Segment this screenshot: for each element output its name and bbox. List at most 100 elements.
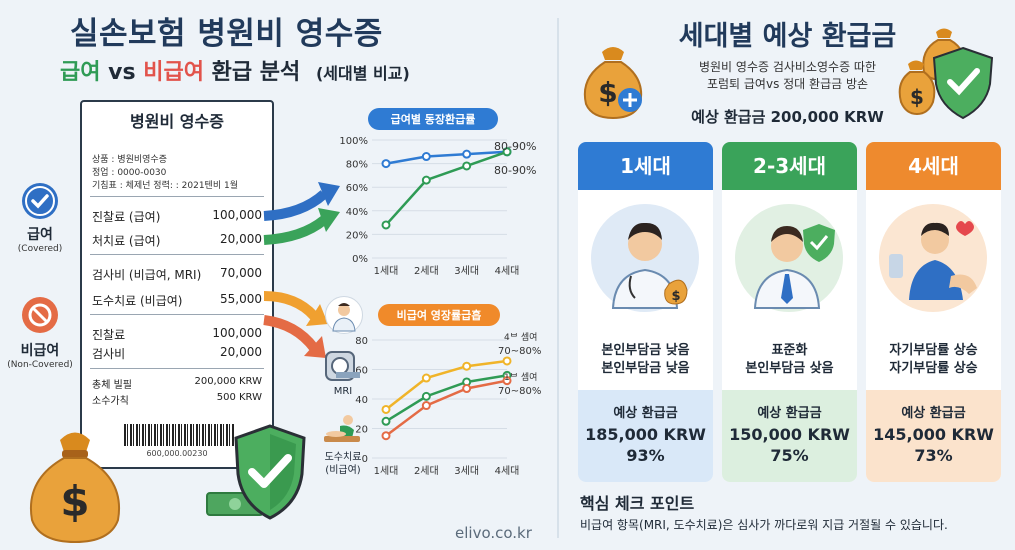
receipt-divider xyxy=(90,254,264,255)
receipt-row: 도수치료 (비급여) 55,000 xyxy=(92,292,262,308)
receipt-row: 총체 빌필 200,000 KRW xyxy=(92,376,262,391)
generation-card-2-3: 2-3세대 표준화 본인부담금 샂음 예상 환급금 150,000 KRW 75% xyxy=(722,142,857,482)
y-tick-label: 20 xyxy=(355,425,368,436)
data-point xyxy=(462,161,472,171)
right-title: 세대별 예상 환급금 xyxy=(678,21,897,52)
covered-chart-title: 급여별 동장환급률 xyxy=(368,108,498,130)
shield-check-icon xyxy=(230,422,310,526)
right-subtitle-line1: 병원비 영수증 검사비소영수증 따한 xyxy=(698,60,877,74)
doctor-shield-portrait-icon xyxy=(735,204,843,312)
data-point xyxy=(421,152,431,162)
key-point-title: 핵심 체크 포인트 xyxy=(580,494,695,513)
card-description: 표준화 본인부담금 샂음 xyxy=(745,343,834,376)
chart-annotation: 4ᄇ 셈여 xyxy=(504,332,537,343)
estimated-refund-total: 예상 환급금 200,000 KRW xyxy=(691,108,884,126)
receipt-title: 병원비 영수증 xyxy=(130,112,224,131)
card-description: 본인부담금 낮음 본인부담금 낮음 xyxy=(601,343,690,376)
money-bags-shield-icon: $ xyxy=(898,22,998,126)
noncovered-label: 비급여 xyxy=(20,343,60,359)
receipt-row: 검사비 20,000 xyxy=(92,345,262,361)
card-refund-amount: 145,000 KRW xyxy=(873,425,994,444)
center-divider xyxy=(557,18,559,538)
noncovered-sublabel: (Non-Covered) xyxy=(7,360,73,370)
data-point xyxy=(381,404,391,414)
receipt-meta-line: 기침표 : 체제넌 정력: : 2021텐비 1월 xyxy=(92,181,238,191)
svg-text:$: $ xyxy=(671,289,680,304)
covered-refund-line-chart: 0% 20% 40% 60% 80% 100% 1세대 2세대 3세대 4세대 80-90% 80-9… xyxy=(339,136,536,277)
data-point xyxy=(421,373,431,383)
generation-card-1: 1세대 $ 본인부담금 낮음 본인부담금 낮음 예상 환급금 185,000 KR… xyxy=(578,142,713,482)
data-point xyxy=(381,431,391,441)
receipt-row: 소수가칙 500 KRW xyxy=(92,392,262,407)
chart-annotation: 70~80% xyxy=(498,386,541,397)
card-refund-label: 예상 환급금 xyxy=(613,406,678,421)
series-line xyxy=(385,150,508,165)
covered-sublabel: (Covered) xyxy=(17,244,63,254)
card-refund-label: 예상 환급금 xyxy=(901,406,966,421)
data-point xyxy=(381,416,391,426)
mri-label: MRI xyxy=(333,386,353,397)
y-tick-label: 0 xyxy=(362,454,368,465)
data-point xyxy=(462,149,472,159)
arrow-to-covered-chart xyxy=(263,182,340,245)
x-tick-label: 2세대 xyxy=(414,265,439,277)
data-point xyxy=(502,147,512,157)
card-head: 1세대 xyxy=(578,142,713,190)
generation-card-4: 4세대 자기부담률 상승 자기부담률 상승 예상 환급금 145,000 KRW … xyxy=(866,142,1001,482)
receipt-row: 진찰료 100,000 xyxy=(92,326,262,342)
footer-domain[interactable]: elivo.co.kr xyxy=(455,524,532,542)
y-tick-label: 60% xyxy=(346,183,368,194)
barcode-number: 600,000.00230 xyxy=(146,449,208,458)
card-footer: 예상 환급금 185,000 KRW 93% xyxy=(578,390,713,482)
receipt-divider xyxy=(90,196,264,197)
data-point xyxy=(421,391,431,401)
card-refund-label: 예상 환급금 xyxy=(757,406,822,421)
noncovered-refund-line-chart: 0 20 40 60 80 1세대 2세대 3세대 4세대 4ᄇ 셈여 70~80% 1ᄇ 셈여 70~… xyxy=(355,332,541,477)
x-tick-label: 4세대 xyxy=(495,465,520,477)
receipt-meta-line: 정업 : 0000-0030 xyxy=(92,168,167,178)
card-refund-amount: 185,000 KRW xyxy=(585,425,706,444)
y-tick-label: 40 xyxy=(355,395,368,406)
y-tick-label: 100% xyxy=(339,136,368,147)
noncovered-chart-title: 비급여 영장률급흡 xyxy=(378,304,500,326)
receipt: 병원비 영수증 상품 : 병원비영수증 정업 : 0000-0030 기침표 :… xyxy=(80,100,274,469)
receipt-row: 진찰료 (급여) 100,000 xyxy=(92,208,262,224)
page-subtitle: 급여 vs 비급여 환급 분석 (세대별 비교) xyxy=(60,54,410,86)
covered-check-icon xyxy=(22,183,58,219)
receipt-row: 처치료 (급여) 20,000 xyxy=(92,232,262,248)
manual-therapy-sublabel: (비급여) xyxy=(325,465,361,476)
x-tick-label: 2세대 xyxy=(414,465,439,477)
subtitle-noncovered: 비급여 xyxy=(143,60,204,85)
data-point xyxy=(502,356,512,366)
money-bag-plus-icon: $ xyxy=(578,40,648,124)
x-tick-label: 3세대 xyxy=(454,265,479,277)
data-point xyxy=(462,361,472,371)
series-line xyxy=(385,374,508,423)
manual-therapy-icon xyxy=(322,412,362,450)
doctor-icon xyxy=(325,296,363,334)
barcode xyxy=(124,424,234,446)
y-tick-label: 20% xyxy=(346,230,368,241)
series-line xyxy=(385,359,508,411)
x-tick-label: 1세대 xyxy=(374,465,399,477)
svg-text:$: $ xyxy=(598,76,617,109)
chart-annotation: 80-90% xyxy=(494,140,536,153)
y-tick-label: 80 xyxy=(355,336,368,347)
chart-annotation: 1ᄇ 셈여 xyxy=(504,371,537,383)
chart-annotation: 70~80% xyxy=(498,346,541,357)
receipt-meta-line: 상품 : 병원비영수증 xyxy=(92,155,167,165)
money-bag-icon: $ xyxy=(20,420,130,549)
series-line xyxy=(385,150,508,226)
card-head: 2-3세대 xyxy=(722,142,857,190)
data-point xyxy=(381,220,391,230)
receipt-divider xyxy=(90,368,264,369)
series-line xyxy=(385,379,508,437)
card-description: 자기부담률 상승 자기부담률 상승 xyxy=(889,343,978,376)
subtitle-covered: 급여 xyxy=(60,60,101,85)
card-refund-percent: 73% xyxy=(914,446,953,465)
y-tick-label: 40% xyxy=(346,207,368,218)
page-title: 실손보험 병원비 영수증 xyxy=(70,16,383,52)
receipt-row: 검사비 (비급여, MRI) 70,000 xyxy=(92,266,262,282)
subtitle-small: (세대별 비교) xyxy=(315,64,410,83)
subtitle-vs: vs xyxy=(108,60,136,85)
